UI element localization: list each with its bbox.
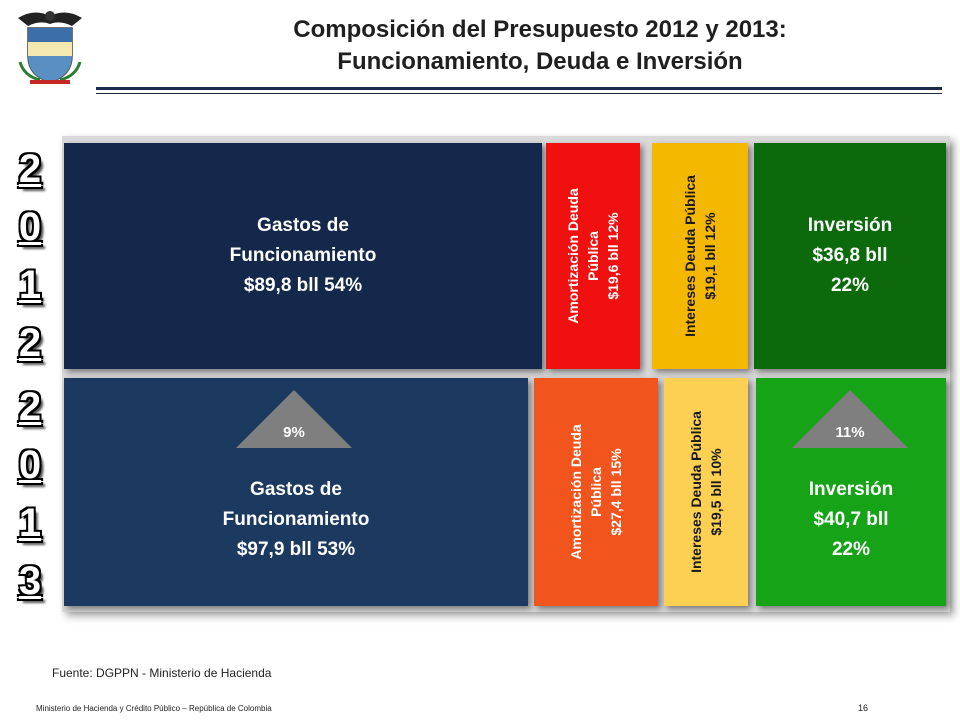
growth-label-inversion: 11% xyxy=(835,424,865,441)
block-funcionamiento-2012: Gastos de Funcionamiento $89,8 bll 54% xyxy=(64,143,542,369)
block-value-label: $19,6 bll 12% xyxy=(605,212,621,300)
header-rule-thin xyxy=(96,93,942,94)
header-rule xyxy=(96,87,942,90)
title-line-1: Composición del Presupuesto 2012 y 2013: xyxy=(293,16,787,43)
block-amortizacion-2012: Amortización Deuda Pública $19,6 bll 12% xyxy=(546,143,640,369)
block-value-label: $19,5 bll 10% xyxy=(708,448,724,536)
block-share-label: 22% xyxy=(831,539,870,560)
block-intereses-2012: Intereses Deuda Pública $19,1 bll 12% xyxy=(652,143,748,369)
block-value-label: $19,1 bll 12% xyxy=(702,212,718,300)
year-label-2013: 2 0 1 3 xyxy=(12,378,48,610)
growth-label-funcionamiento: 9% xyxy=(283,424,305,441)
year-digit: 2 xyxy=(18,385,42,429)
source-note: Fuente: DGPPN - Ministerio de Hacienda xyxy=(52,666,272,680)
block-intereses-2013: Intereses Deuda Pública $19,5 bll 10% xyxy=(664,378,748,606)
block-label-line: Inversión xyxy=(808,479,894,500)
block-label-line: Funcionamiento xyxy=(222,509,370,530)
year-digit: 0 xyxy=(18,205,42,249)
block-label-line: Amortización Deuda xyxy=(565,188,581,324)
year-digit: 3 xyxy=(18,559,42,603)
block-label-line: Funcionamiento xyxy=(229,245,377,266)
block-label-line: Pública xyxy=(588,467,604,517)
block-value-label: $97,9 bll 53% xyxy=(236,539,356,560)
block-value-label: $27,4 bll 15% xyxy=(608,448,624,536)
page-number: 16 xyxy=(858,703,869,713)
title-line-2: Funcionamiento, Deuda e Inversión xyxy=(337,48,743,75)
block-label-line: Gastos de xyxy=(257,215,349,236)
block-value-label: $36,8 bll xyxy=(812,245,888,266)
growth-triangle-inversion xyxy=(792,390,908,448)
block-value-label: $89,8 bll 54% xyxy=(243,275,363,296)
year-digit: 1 xyxy=(18,263,42,307)
block-amortizacion-2013: Amortización Deuda Pública $27,4 bll 15% xyxy=(534,378,658,606)
block-label-line: Gastos de xyxy=(250,479,342,500)
year-digit: 0 xyxy=(18,443,42,487)
block-inversion-2012: Inversión $36,8 bll 22% xyxy=(754,143,946,369)
block-label-line: Amortización Deuda xyxy=(568,424,584,560)
colombia-coat-of-arms-logo xyxy=(14,6,86,86)
block-label-line: Intereses Deuda Pública xyxy=(688,411,704,573)
block-share-label: 22% xyxy=(830,275,869,296)
year-digit: 2 xyxy=(18,321,42,365)
footer-text: Ministerio de Hacienda y Crédito Público… xyxy=(36,704,272,713)
block-label-line: Inversión xyxy=(807,215,893,236)
page-title: Composición del Presupuesto 2012 y 2013:… xyxy=(160,14,920,78)
block-label-line: Intereses Deuda Pública xyxy=(682,175,698,337)
growth-triangle-funcionamiento xyxy=(236,390,352,448)
block-value-label: $40,7 bll xyxy=(813,509,889,530)
year-digit: 1 xyxy=(18,501,42,545)
block-label-line: Pública xyxy=(585,231,601,281)
year-digit: 2 xyxy=(18,147,42,191)
year-label-2012: 2 0 1 2 xyxy=(12,140,48,372)
